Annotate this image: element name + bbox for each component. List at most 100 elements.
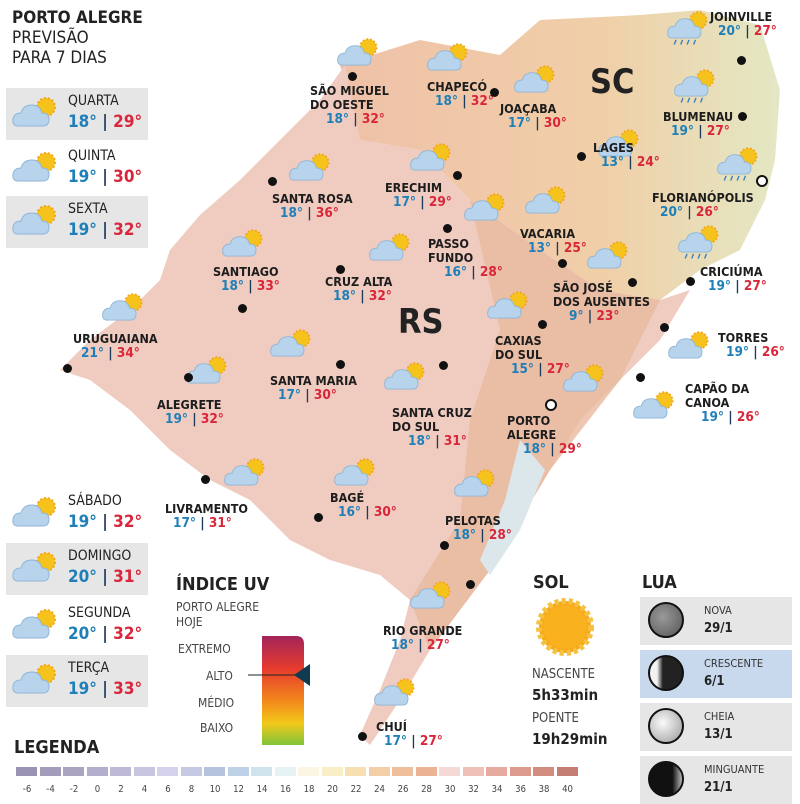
high-temp: 32° (361, 111, 385, 127)
legend-swatch (556, 767, 578, 776)
city-label: SANTA CRUZ DO SUL 18° | 31° (392, 405, 472, 449)
city-marker (336, 265, 345, 274)
rs-state-shape (60, 65, 690, 745)
city-label: FLORIANÓPOLIS 20° | 26° (652, 190, 754, 220)
low-temp: 13° (601, 154, 624, 170)
high-temp: 27° (426, 637, 450, 653)
high-temp: 32° (113, 512, 143, 532)
partly-cloudy-icon (287, 150, 335, 188)
partly-cloudy-icon (585, 238, 633, 276)
sunset-label: POENTE (532, 711, 579, 726)
low-temp: 18° (391, 637, 414, 653)
city-label: CHAPECÓ 18° | 32° (427, 79, 494, 109)
city-name: SÃO JOSÉ (553, 280, 613, 295)
city-name: SANTA CRUZ (392, 405, 472, 420)
city-label: SÃO MIGUEL DO OESTE 18° | 32° (310, 83, 389, 127)
low-temp: 19° (671, 123, 694, 139)
legend-tick: 10 (209, 784, 221, 795)
high-temp: 32° (470, 93, 494, 109)
legend-tick: 18 (303, 784, 315, 795)
city-name: LIVRAMENTO (165, 501, 248, 516)
high-temp: 32° (113, 220, 143, 240)
forecast-day-3: SÁBADO 19° | 32° (6, 488, 148, 540)
partly-cloudy-icon (220, 226, 268, 264)
city-name: CAPÃO DA (685, 381, 750, 396)
legend-swatch (345, 767, 366, 776)
day-name: SEGUNDA (68, 605, 131, 621)
legend-swatch (462, 767, 484, 776)
high-temp: 30° (543, 115, 567, 131)
partly-cloudy-icon (425, 40, 473, 78)
legend-swatch (274, 767, 296, 776)
city-marker (628, 278, 637, 287)
city-label: JOAÇABA 17° | 30° (500, 101, 567, 131)
low-temp: 16° (338, 504, 361, 520)
partly-cloudy-icon (372, 675, 420, 713)
uv-level: ALTO (206, 669, 233, 683)
city-label: CAPÃO DA CANOA 19° | 26° (685, 381, 760, 425)
city-name: CAXIAS (495, 333, 542, 348)
high-temp: 32° (113, 624, 143, 644)
moon-phase-0: NOVA 29/1 (640, 597, 792, 645)
city-label: BAGÉ 16° | 30° (330, 490, 397, 520)
low-temp: 16° (444, 264, 467, 280)
city-name: FUNDO (428, 250, 474, 265)
low-temp: 18° (435, 93, 458, 109)
low-temp: 20° (718, 23, 741, 39)
city-marker (63, 364, 72, 373)
city-marker (490, 88, 499, 97)
city-marker (184, 373, 193, 382)
legend-swatch (39, 767, 61, 776)
legend-swatch (157, 767, 178, 776)
partly-cloudy-icon (462, 190, 510, 228)
legend-tick: -4 (46, 784, 55, 795)
legend-swatch (368, 767, 390, 776)
day-name: QUARTA (68, 93, 119, 109)
day-name: SEXTA (68, 201, 108, 217)
high-temp: 33° (113, 679, 143, 699)
city-name: SANTA MARIA (270, 373, 357, 388)
moon-phase-icon (648, 655, 684, 691)
sunrise-time: 5h33min (532, 686, 599, 704)
high-temp: 27° (743, 278, 767, 294)
partly-cloudy-icon (452, 466, 500, 504)
low-temp: 13° (528, 240, 551, 256)
uv-subtitle-today: HOJE (176, 615, 203, 629)
uv-title: ÍNDICE UV (176, 574, 270, 595)
city-label: SANTA ROSA 18° | 36° (272, 191, 353, 221)
day-name: SÁBADO (68, 493, 122, 509)
low-temp: 17° (278, 387, 301, 403)
high-temp: 29° (113, 112, 143, 132)
city-label: VACARIA 13° | 25° (520, 226, 587, 256)
legend-tick: 40 (562, 784, 573, 795)
city-name: DO OESTE (310, 97, 374, 112)
rain-cloud-sun-icon (715, 144, 763, 182)
city-marker (660, 323, 669, 332)
legend-tick: 30 (444, 784, 456, 795)
legend-tick: 24 (374, 784, 385, 795)
legend-swatch (86, 767, 108, 776)
legend-swatch (298, 767, 319, 776)
legend-swatch (509, 767, 531, 776)
city-label: RIO GRANDE 18° | 27° (383, 623, 463, 653)
moon-phase-date: 6/1 (704, 674, 725, 689)
low-temp: 20° (68, 567, 97, 587)
high-temp: 23° (596, 308, 620, 324)
legend-swatch (227, 767, 249, 776)
uv-level: MÉDIO (198, 696, 235, 710)
city-marker (686, 277, 695, 286)
low-temp: 15° (511, 361, 534, 377)
partly-cloudy-icon (184, 353, 232, 391)
city-marker (439, 361, 448, 370)
high-temp: 36° (315, 205, 339, 221)
city-label: LIVRAMENTO 17° | 31° (165, 501, 248, 531)
city-marker (558, 259, 567, 268)
city-label: SANTIAGO 18° | 33° (213, 264, 280, 294)
city-name: SÃO MIGUEL (310, 83, 389, 98)
uv-scale-bar (262, 636, 304, 745)
uv-level: BAIXO (200, 721, 234, 735)
moon-phase-2: CHEIA 13/1 (640, 703, 792, 751)
low-temp: 19° (708, 278, 731, 294)
forecast-day-1: QUINTA 19° | 30° (6, 143, 148, 195)
uv-subtitle: PORTO ALEGRE (176, 600, 260, 614)
